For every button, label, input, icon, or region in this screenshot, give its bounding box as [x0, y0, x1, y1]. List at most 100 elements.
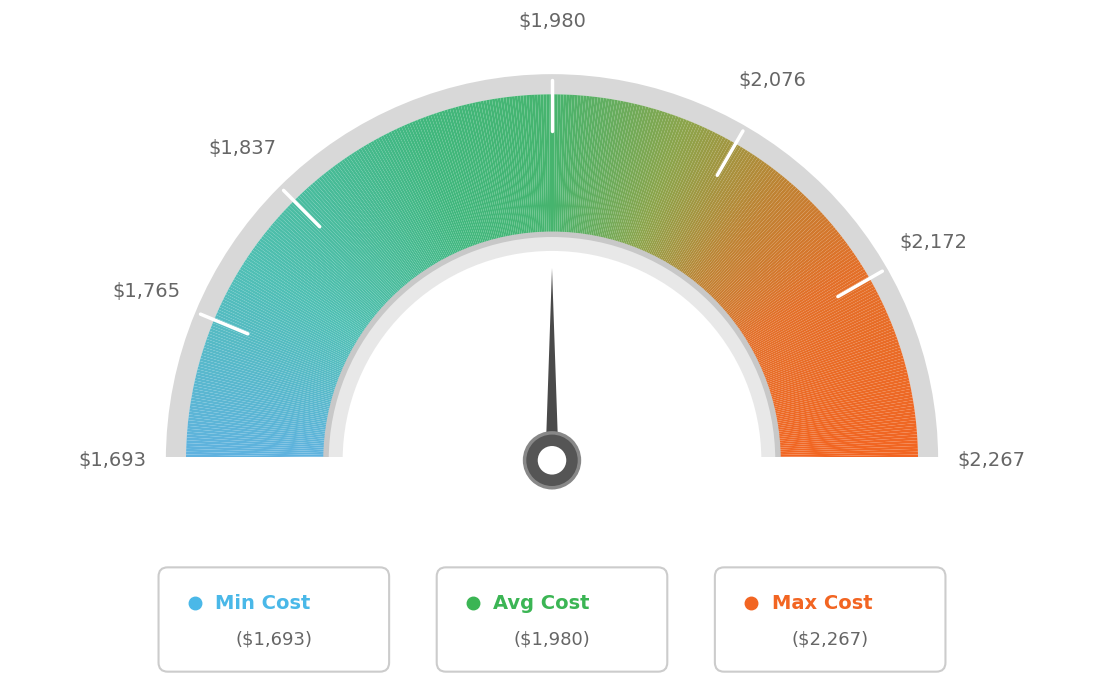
- Wedge shape: [669, 147, 743, 267]
- Polygon shape: [545, 268, 559, 460]
- Wedge shape: [764, 328, 894, 380]
- Wedge shape: [297, 195, 395, 297]
- Wedge shape: [447, 109, 489, 243]
- Wedge shape: [201, 353, 336, 395]
- Wedge shape: [761, 315, 889, 372]
- Wedge shape: [694, 175, 783, 284]
- Wedge shape: [558, 95, 563, 233]
- Wedge shape: [222, 299, 348, 362]
- Wedge shape: [772, 372, 907, 407]
- Wedge shape: [461, 105, 497, 241]
- Wedge shape: [209, 331, 340, 382]
- Wedge shape: [639, 122, 694, 251]
- Wedge shape: [662, 141, 733, 263]
- Wedge shape: [495, 99, 518, 236]
- Wedge shape: [726, 227, 836, 317]
- FancyBboxPatch shape: [159, 567, 389, 671]
- Wedge shape: [185, 457, 325, 460]
- Wedge shape: [208, 333, 339, 384]
- Wedge shape: [623, 112, 668, 245]
- Wedge shape: [559, 95, 566, 233]
- Wedge shape: [765, 333, 896, 384]
- Wedge shape: [773, 375, 909, 409]
- Wedge shape: [541, 95, 546, 233]
- Wedge shape: [415, 120, 468, 250]
- Wedge shape: [615, 109, 657, 243]
- Wedge shape: [730, 234, 841, 322]
- Wedge shape: [735, 245, 850, 328]
- Wedge shape: [237, 271, 358, 345]
- Wedge shape: [629, 116, 679, 248]
- Wedge shape: [436, 112, 481, 245]
- Wedge shape: [586, 99, 609, 236]
- Wedge shape: [315, 180, 406, 288]
- Wedge shape: [420, 118, 471, 248]
- Text: Avg Cost: Avg Cost: [493, 593, 590, 613]
- Wedge shape: [423, 117, 474, 248]
- Wedge shape: [753, 292, 878, 357]
- Wedge shape: [739, 252, 854, 333]
- Wedge shape: [529, 95, 540, 234]
- Wedge shape: [729, 231, 839, 319]
- Wedge shape: [355, 150, 432, 268]
- Wedge shape: [590, 99, 615, 237]
- Wedge shape: [684, 163, 767, 277]
- Polygon shape: [545, 460, 559, 490]
- Wedge shape: [743, 262, 861, 339]
- Wedge shape: [323, 232, 781, 460]
- Wedge shape: [569, 95, 581, 234]
- Wedge shape: [747, 274, 869, 346]
- Wedge shape: [210, 328, 340, 380]
- Wedge shape: [775, 397, 913, 423]
- Wedge shape: [361, 147, 435, 267]
- Wedge shape: [458, 106, 496, 241]
- Wedge shape: [212, 323, 341, 377]
- Wedge shape: [256, 243, 370, 327]
- Wedge shape: [187, 435, 326, 446]
- Wedge shape: [274, 220, 381, 313]
- Wedge shape: [189, 408, 327, 430]
- Wedge shape: [187, 428, 326, 442]
- Wedge shape: [596, 101, 626, 238]
- Wedge shape: [431, 114, 478, 246]
- Wedge shape: [373, 139, 443, 262]
- Wedge shape: [188, 420, 327, 437]
- Wedge shape: [270, 225, 379, 315]
- Wedge shape: [200, 358, 335, 399]
- Wedge shape: [234, 277, 355, 348]
- Wedge shape: [627, 115, 676, 247]
- Wedge shape: [699, 182, 792, 289]
- Wedge shape: [512, 96, 529, 235]
- Wedge shape: [618, 110, 662, 244]
- Wedge shape: [410, 122, 465, 251]
- Wedge shape: [254, 245, 369, 328]
- Wedge shape: [749, 277, 870, 348]
- Wedge shape: [778, 437, 917, 448]
- Wedge shape: [323, 173, 412, 283]
- Wedge shape: [734, 243, 848, 327]
- Wedge shape: [762, 320, 891, 375]
- Wedge shape: [742, 259, 860, 337]
- Wedge shape: [244, 259, 362, 337]
- Wedge shape: [697, 178, 787, 286]
- Wedge shape: [665, 142, 736, 264]
- Text: ($2,267): ($2,267): [792, 631, 869, 649]
- Wedge shape: [189, 415, 327, 433]
- Wedge shape: [227, 289, 351, 355]
- Wedge shape: [489, 99, 514, 237]
- Text: Min Cost: Min Cost: [215, 593, 310, 613]
- Wedge shape: [368, 142, 439, 264]
- Wedge shape: [335, 164, 418, 278]
- Wedge shape: [777, 415, 915, 433]
- Wedge shape: [552, 95, 555, 233]
- Wedge shape: [760, 313, 888, 370]
- Wedge shape: [555, 95, 561, 233]
- Wedge shape: [713, 204, 815, 302]
- Wedge shape: [657, 135, 723, 259]
- Wedge shape: [605, 104, 640, 240]
- Wedge shape: [197, 369, 332, 406]
- Wedge shape: [445, 110, 487, 244]
- Wedge shape: [573, 96, 590, 235]
- Wedge shape: [359, 148, 434, 268]
- Wedge shape: [285, 208, 388, 305]
